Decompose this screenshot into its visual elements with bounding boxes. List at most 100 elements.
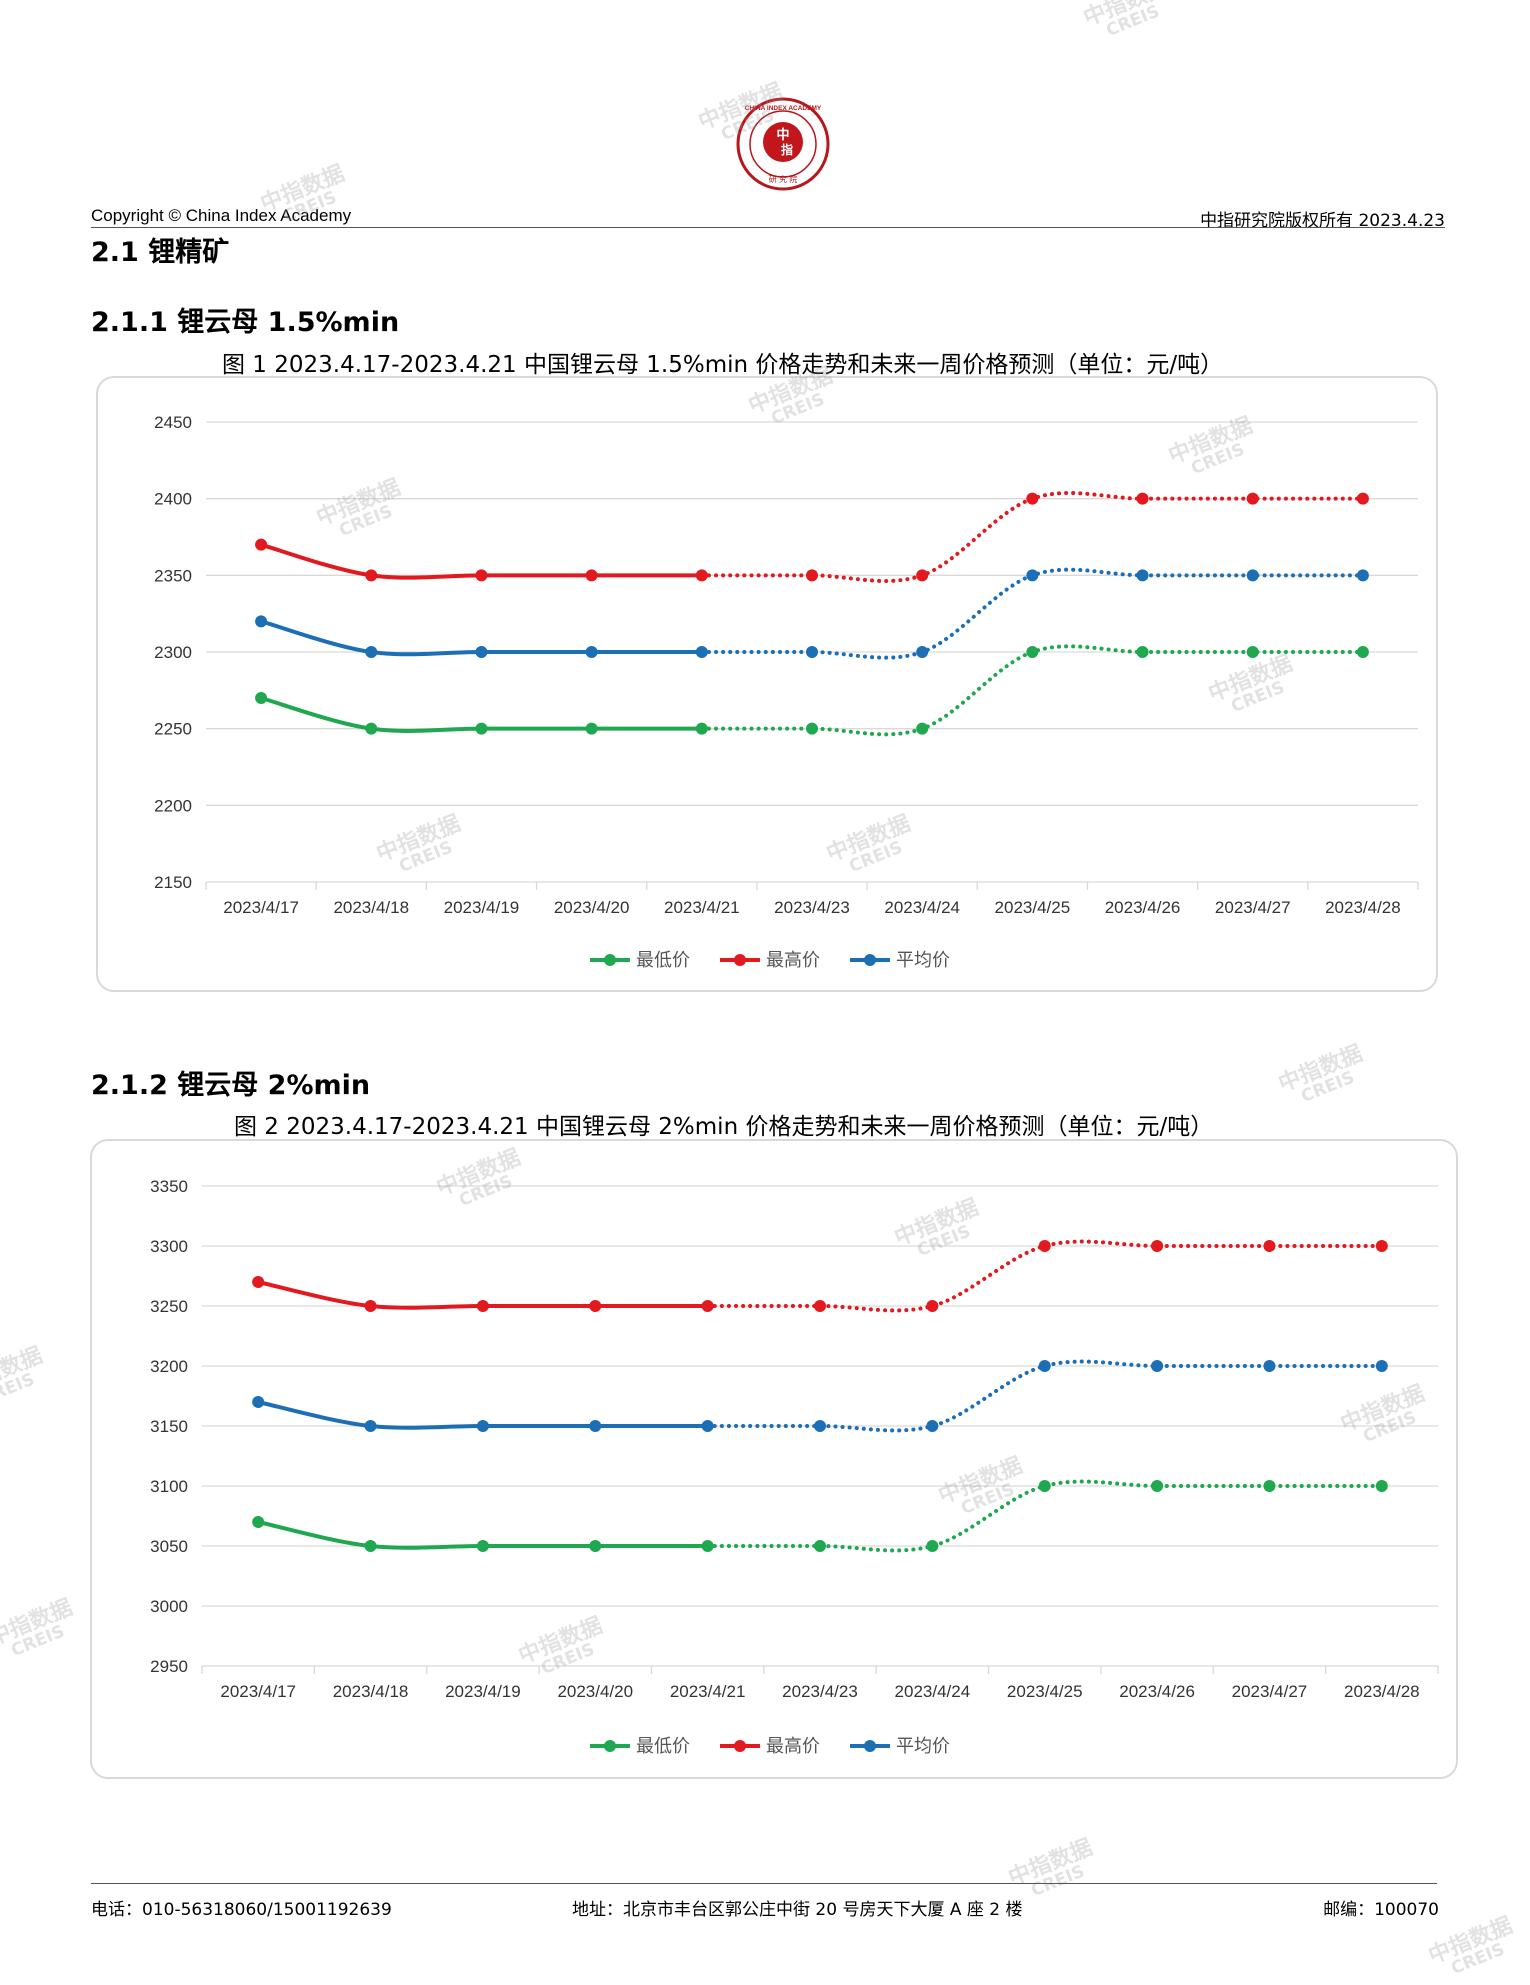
data-point [1038,1360,1051,1372]
y-tick-label: 2350 [154,566,192,585]
data-point [255,615,268,628]
data-point [695,722,708,735]
data-point [1356,569,1369,582]
data-point [1263,1480,1276,1492]
y-tick-label: 3150 [150,1417,188,1436]
chart-2: 2950 3000 3050 3100 3150 3200 3250 3300 3350 2023… [150,1177,1439,1756]
data-point [255,538,268,551]
data-point [1038,1480,1051,1492]
y-tick-label: 3300 [150,1237,188,1256]
header-divider [91,227,1445,228]
data-point [806,569,818,582]
y-tick-label: 2200 [154,796,192,815]
watermark: 中指数据 CREIS [1275,1041,1367,1107]
x-tick-label: 2023/4/17 [220,1682,296,1701]
svg-text:研 究 院: 研 究 院 [769,174,797,184]
x-tick-label: 2023/4/28 [1325,898,1401,917]
data-point [916,569,929,582]
data-point [1151,1480,1164,1492]
chart-2-frame: 2950 3000 3050 3100 3150 3200 3250 3300 3350 2023… [90,1139,1458,1779]
data-point [1263,1360,1276,1372]
legend-label: 最高价 [766,950,820,970]
watermark: 中指数据 CREIS [1425,1913,1517,1979]
data-point [252,1276,265,1288]
legend-swatch-dot [604,954,616,966]
x-tick-label: 2023/4/19 [445,1682,521,1701]
data-point [1263,1240,1276,1252]
y-tick-label: 3050 [150,1537,188,1556]
data-point [252,1516,265,1528]
y-tick-label: 3250 [150,1297,188,1316]
legend-swatch-dot [734,1740,746,1752]
data-point [585,569,598,582]
data-point [806,722,818,735]
data-point [1356,646,1369,658]
x-tick-label: 2023/4/20 [554,898,630,917]
series-line-forecast [699,491,1365,583]
data-point [589,1300,602,1312]
copyright-text: Copyright © China Index Academy [91,206,352,225]
legend-label: 平均价 [896,950,950,970]
svg-text:中: 中 [776,127,789,142]
data-point [926,1540,939,1552]
data-point [475,569,488,582]
data-point [1246,569,1259,582]
data-point [476,1540,489,1552]
data-point [365,569,378,582]
data-point [814,1420,826,1432]
data-point [475,722,488,735]
y-tick-label: 3350 [150,1177,188,1196]
data-point [252,1396,265,1408]
data-point [476,1420,489,1432]
data-point [806,646,818,658]
data-point [1246,492,1259,505]
data-point [814,1300,826,1312]
svg-text:CHINA INDEX ACADEMY: CHINA INDEX ACADEMY [745,105,822,112]
svg-text:指: 指 [781,142,793,157]
data-point [701,1300,714,1312]
x-tick-label: 2023/4/24 [895,1682,971,1701]
data-point [701,1420,714,1432]
x-tick-label: 2023/4/28 [1344,1682,1420,1701]
y-tick-label: 2300 [154,643,192,662]
legend-label: 最低价 [636,950,690,970]
data-point [1356,492,1369,505]
y-tick-label: 2950 [150,1657,188,1676]
data-point [1375,1240,1388,1252]
data-point [814,1540,826,1552]
subsection-title-1: 2.1.1 锂云母 1.5%min [91,307,400,338]
data-point [585,646,598,658]
data-point [695,569,708,582]
data-point [1038,1240,1051,1252]
data-point [916,722,929,735]
y-tick-label: 2250 [154,720,192,739]
watermark: 中指数据 CREIS [0,1343,47,1409]
footer-divider [91,1883,1437,1884]
legend-label: 平均价 [896,1736,950,1756]
y-tick-label: 2450 [154,413,192,432]
chart-1-frame: 2150 2200 2250 2300 2350 2400 2450 2023/4/17 202… [96,376,1438,992]
watermark: 中指数据 CREIS [0,1595,77,1661]
data-point [1136,492,1149,505]
data-point [1136,569,1149,582]
y-tick-label: 2150 [154,873,192,892]
y-tick-label: 3000 [150,1597,188,1616]
x-tick-label: 2023/4/25 [995,898,1071,917]
legend-swatch-dot [604,1740,616,1752]
x-tick-label: 2023/4/23 [774,898,850,917]
data-point [589,1540,602,1552]
data-point [1026,646,1039,658]
x-tick-label: 2023/4/26 [1105,898,1181,917]
x-tick-label: 2023/4/27 [1215,898,1291,917]
x-tick-label: 2023/4/21 [664,898,740,917]
data-point [1246,646,1259,658]
x-tick-label: 2023/4/21 [670,1682,746,1701]
subsection-title-2: 2.1.2 锂云母 2%min [91,1070,371,1101]
data-point [1375,1360,1388,1372]
legend-swatch-dot [864,954,876,966]
data-point [364,1540,377,1552]
x-tick-label: 2023/4/25 [1007,1682,1083,1701]
x-tick-label: 2023/4/24 [884,898,960,917]
figure-2-title: 图 2 2023.4.17-2023.4.21 中国锂云母 2%min 价格走势… [234,1114,1214,1140]
footer-zip: 邮编：100070 [1323,1900,1439,1920]
